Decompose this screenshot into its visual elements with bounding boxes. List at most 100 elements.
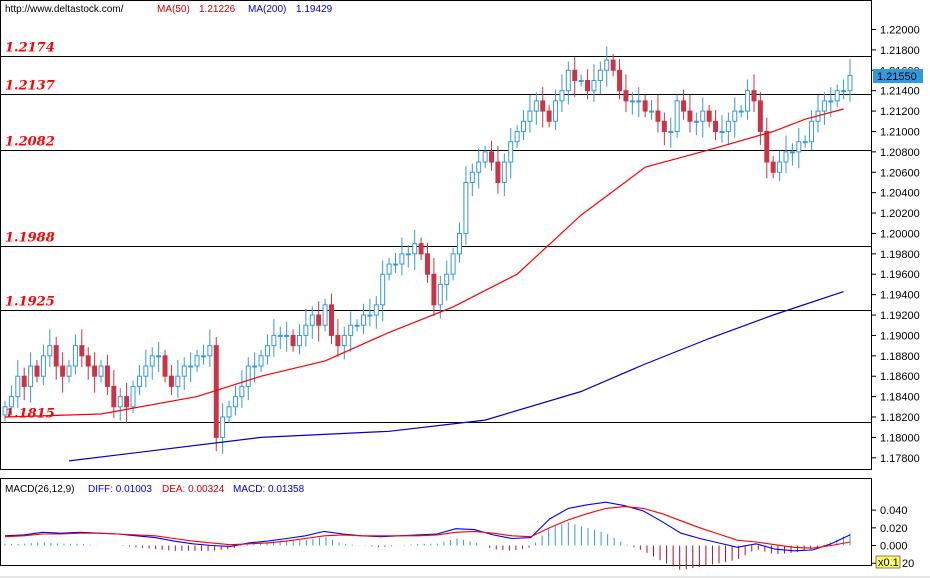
candle-body xyxy=(495,161,501,183)
macd-tick-label: 0.040 xyxy=(880,505,908,517)
candle-body xyxy=(207,345,213,357)
macd-tick-label: 20 xyxy=(902,558,914,570)
candle-body xyxy=(303,324,309,336)
candle-body xyxy=(162,355,168,377)
macd-scale-badge: x0.1 xyxy=(878,557,899,569)
candle-body xyxy=(764,130,770,163)
candle-body xyxy=(264,345,270,357)
price-tick-label: 1.21800 xyxy=(880,45,920,57)
macd-tick-label: 0.000 xyxy=(880,541,908,553)
price-panel-frame xyxy=(0,0,872,470)
candle-body xyxy=(604,59,610,71)
candle-body xyxy=(111,385,117,408)
candle-body xyxy=(418,243,424,255)
candle-body xyxy=(553,100,559,122)
candle-body xyxy=(168,375,174,387)
candle-body xyxy=(572,69,578,81)
candle-body xyxy=(399,253,405,265)
macd-title: MACD(26,12,9) xyxy=(5,484,74,495)
candle-body xyxy=(770,161,776,173)
candle-body xyxy=(751,90,757,102)
candle-body xyxy=(79,345,85,357)
candlesticks xyxy=(2,46,853,454)
candle-body xyxy=(373,304,379,316)
candle-body xyxy=(239,385,245,398)
candle-body xyxy=(143,365,149,377)
price-tick-label: 1.18400 xyxy=(880,392,920,404)
candle-body xyxy=(706,110,712,122)
candle-body xyxy=(181,365,187,377)
candle-body xyxy=(732,110,738,122)
source-url: http://www.deltastock.com/ xyxy=(5,4,124,15)
candle-body xyxy=(719,130,725,133)
price-tick-label: 1.21400 xyxy=(880,86,920,98)
candle-body xyxy=(124,396,130,408)
price-tick-label: 1.19600 xyxy=(880,269,920,281)
candle-body xyxy=(585,79,591,92)
candle-body xyxy=(738,110,744,113)
candle-body xyxy=(661,120,667,132)
level-label: 1.1988 xyxy=(5,231,55,246)
candle-body xyxy=(252,365,258,368)
candle-body xyxy=(687,110,693,122)
candle-body xyxy=(828,100,834,103)
candle-body xyxy=(437,283,443,306)
macd-scale-badge-bg xyxy=(875,555,901,569)
candle-body xyxy=(591,79,597,92)
price-tick-label: 1.19200 xyxy=(880,310,920,322)
candle-body xyxy=(559,90,565,102)
candle-body xyxy=(457,232,462,255)
price-tick-label: 1.20200 xyxy=(880,208,920,220)
candle-body xyxy=(649,110,655,113)
macd-dea-line xyxy=(4,506,851,549)
candle-body xyxy=(565,69,571,92)
candle-body xyxy=(629,100,635,103)
ma50-value: 1.21226 xyxy=(199,4,236,15)
candle-body xyxy=(508,141,514,163)
price-tick-label: 1.20000 xyxy=(880,228,920,240)
candle-body xyxy=(341,334,347,347)
candle-body xyxy=(53,345,59,367)
candle-body xyxy=(425,253,430,275)
candle-body xyxy=(130,385,136,408)
candle-body xyxy=(514,130,520,143)
candle-body xyxy=(271,334,277,347)
candle-body xyxy=(361,314,366,326)
candle-body xyxy=(393,263,398,266)
price-tick-label: 1.19400 xyxy=(880,290,920,302)
candle-body xyxy=(546,110,552,122)
candle-body xyxy=(156,355,162,358)
candle-body xyxy=(412,243,418,255)
candle-body xyxy=(841,90,847,93)
price-tick-label: 1.19000 xyxy=(880,330,920,342)
candle-body xyxy=(777,161,783,173)
candle-body xyxy=(482,151,488,163)
candle-body xyxy=(367,314,373,317)
candle-body xyxy=(296,334,302,347)
candle-body xyxy=(316,314,322,326)
price-tick-label: 1.20800 xyxy=(880,147,920,159)
macd-axis: 0.040 0.020 0.000 20 xyxy=(872,505,914,570)
candle-body xyxy=(258,355,264,367)
macd-indicator xyxy=(4,501,851,570)
price-tick-label: 1.19800 xyxy=(880,249,920,261)
candle-body xyxy=(386,263,392,275)
support-resistance-levels: 1.2174 1.2137 1.2082 1.1988 1.1925 1.1815 xyxy=(1,41,871,423)
macd-panel-frame xyxy=(0,478,872,566)
candle-body xyxy=(60,365,66,377)
candle-body xyxy=(674,100,680,132)
price-tick-label: 1.18000 xyxy=(880,432,920,444)
candle-body xyxy=(463,181,469,234)
candle-body xyxy=(66,365,72,377)
price-tick-label: 1.21000 xyxy=(880,126,920,138)
price-tick-label: 1.18600 xyxy=(880,371,920,383)
price-tick-label: 1.22000 xyxy=(880,24,920,36)
candle-body xyxy=(450,253,456,275)
candle-body xyxy=(725,120,731,132)
candle-body xyxy=(847,74,853,92)
candle-body xyxy=(85,355,91,367)
candle-body xyxy=(521,120,527,132)
candle-body xyxy=(34,365,40,377)
candle-body xyxy=(322,304,328,326)
price-tick-label: 1.17800 xyxy=(880,453,920,465)
